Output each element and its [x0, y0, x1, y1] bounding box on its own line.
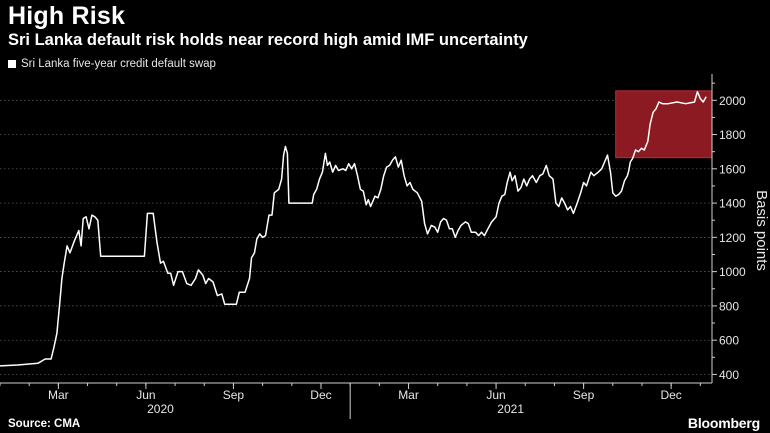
gridlines	[0, 99, 712, 375]
axes	[0, 74, 717, 419]
legend: Sri Lanka five-year credit default swap	[8, 58, 216, 70]
y-axis-title: Basis points	[753, 190, 770, 271]
highlight-box	[615, 90, 713, 159]
cds-series-line	[0, 90, 707, 367]
y-tick-label: 1000	[719, 265, 746, 279]
x-tick-label: Dec	[660, 388, 681, 402]
y-tick-label: 1400	[719, 197, 746, 211]
x-tick-label: Sep	[223, 388, 245, 402]
axis-labels: 400 600 800 1000 1200 1400 1600 1800 2000 Mar Jun S…	[48, 94, 770, 416]
x-tick-label: Mar	[398, 388, 419, 402]
highlight-region	[615, 90, 713, 159]
bloomberg-logo: Bloomberg	[687, 415, 760, 431]
y-tick-label: 1600	[719, 162, 746, 176]
chart-title: High Risk	[8, 2, 126, 30]
x-tick-label: Sep	[573, 388, 595, 402]
y-tick-label: 1800	[719, 128, 746, 142]
series-layer	[0, 90, 707, 367]
x-tick-label: Mar	[48, 388, 69, 402]
y-tick-label: 1200	[719, 231, 746, 245]
source-note: Source: CMA	[8, 418, 81, 430]
x-tick-label: Dec	[310, 388, 331, 402]
x-tick-label: Jun	[136, 388, 155, 402]
y-tick-label: 2000	[719, 94, 746, 108]
chart-subtitle: Sri Lanka default risk holds near record…	[8, 31, 528, 49]
x-year-label: 2020	[147, 402, 174, 416]
x-year-label: 2021	[497, 402, 524, 416]
y-tick-label: 800	[719, 299, 739, 313]
y-tick-label: 600	[719, 334, 739, 348]
legend-swatch	[8, 60, 16, 68]
legend-label: Sri Lanka five-year credit default swap	[21, 58, 216, 70]
x-tick-label: Jun	[486, 388, 505, 402]
y-tick-label: 400	[719, 368, 739, 382]
